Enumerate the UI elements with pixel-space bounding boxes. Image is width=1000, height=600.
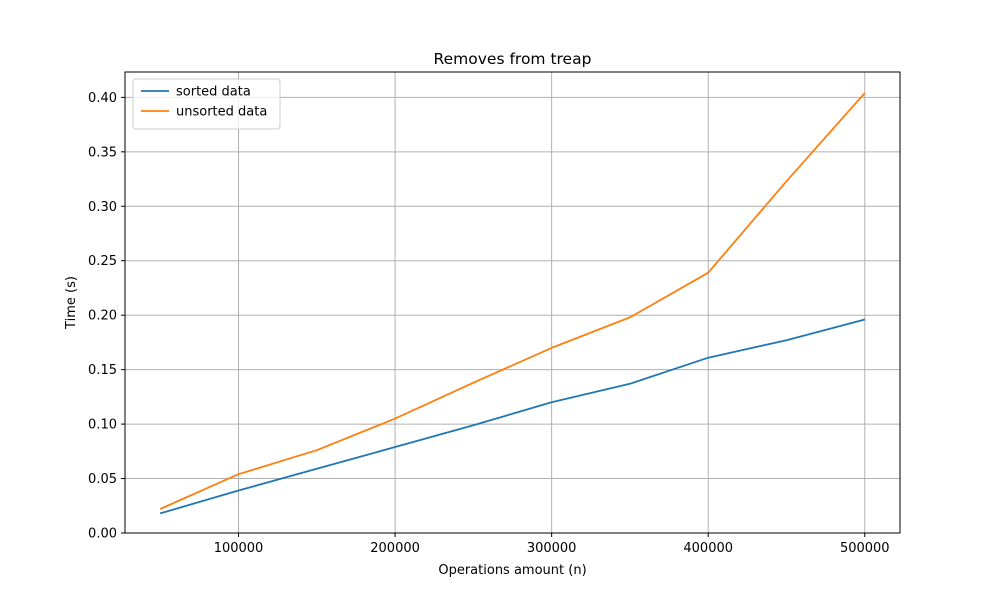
series-lines [159, 92, 866, 515]
x-tick-label: 400000 [683, 541, 733, 556]
y-tick-label: 0.05 [88, 472, 117, 487]
grid [125, 72, 900, 534]
axis-ticks: 100000 200000 300000 400000 500000 0.00 0.05 0.… [88, 91, 890, 556]
y-tick-label: 0.25 [88, 254, 117, 269]
x-axis-title: Operations amount (n) [438, 563, 586, 578]
x-tick-label: 200000 [370, 541, 420, 556]
y-tick-label: 0.35 [88, 145, 117, 160]
chart-title: Removes from treap [434, 50, 592, 68]
legend-label: unsorted data [176, 105, 267, 120]
x-tick-label: 300000 [527, 541, 577, 556]
y-tick-label: 0.30 [88, 200, 117, 215]
x-tick-label: 100000 [214, 541, 264, 556]
y-tick-label: 0.10 [88, 418, 117, 433]
y-tick-label: 0.40 [88, 91, 117, 106]
legend-box [132, 78, 281, 130]
y-tick-label: 0.00 [88, 527, 117, 542]
series-line-0 [159, 318, 866, 515]
y-tick-label: 0.20 [88, 309, 117, 324]
plot-frame [124, 71, 901, 534]
x-tick-label: 500000 [840, 541, 890, 556]
y-tick-label: 0.15 [88, 363, 117, 378]
y-axis-title: Time (s) [64, 276, 79, 330]
legend-label: sorted data [176, 85, 251, 100]
series-line-1 [159, 92, 866, 510]
legend: sorted data unsorted data [132, 78, 281, 130]
